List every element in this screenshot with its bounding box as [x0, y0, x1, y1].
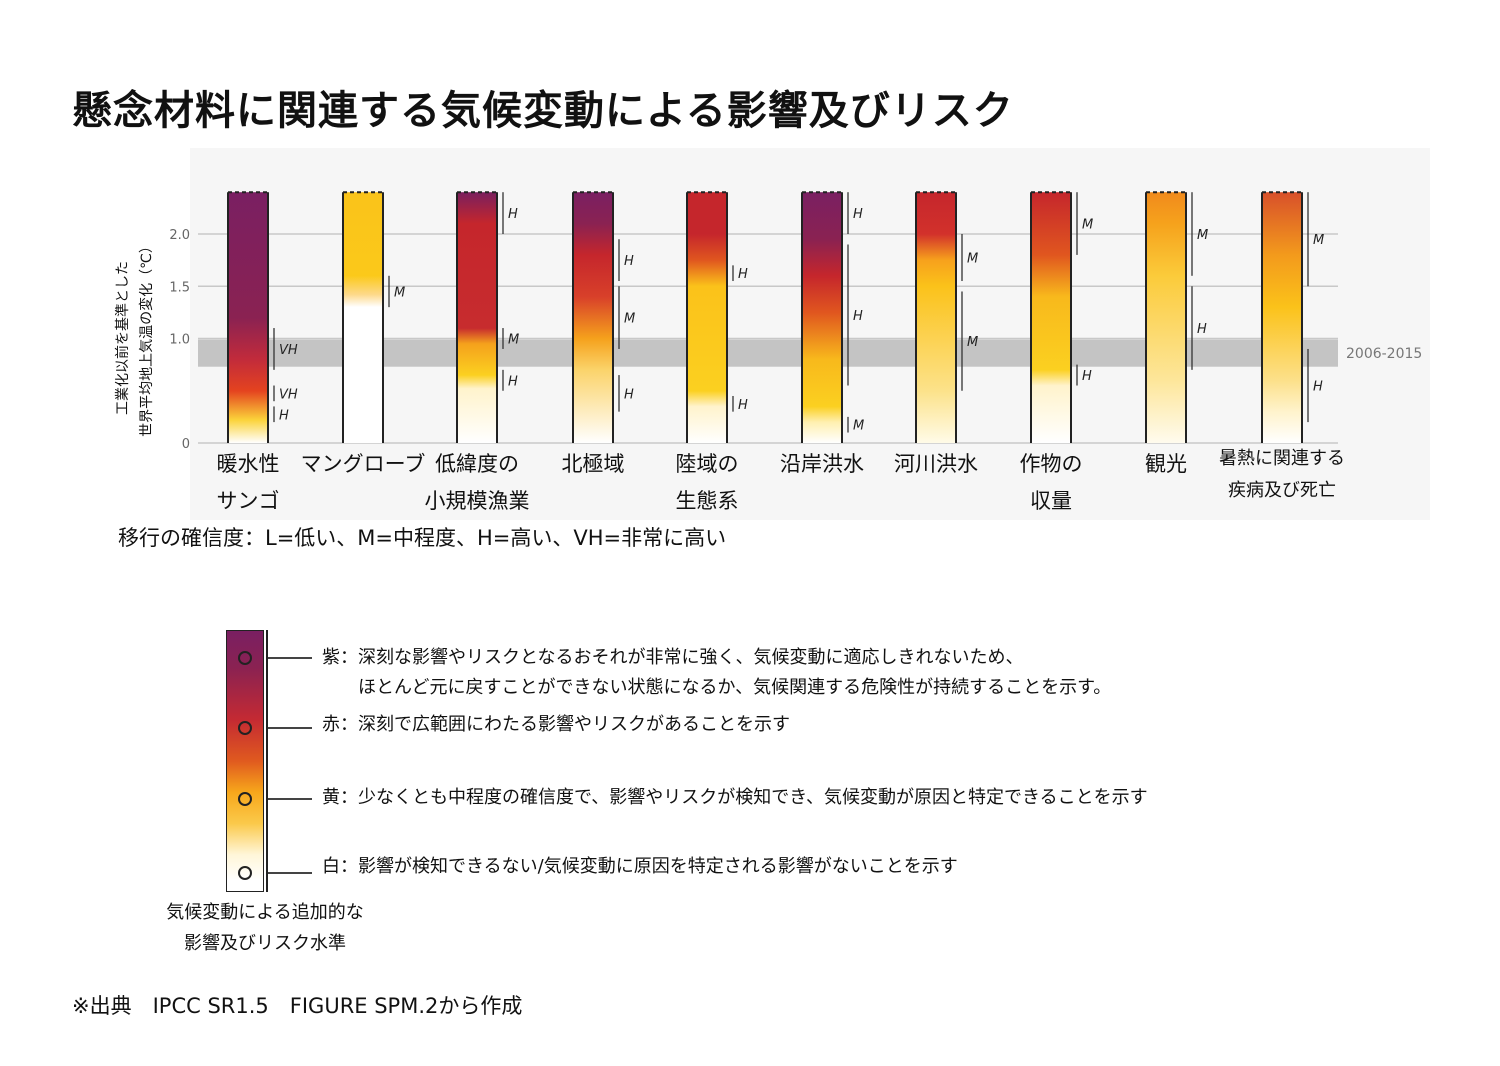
page-title: 懸念材料に関連する気候変動による影響及びリスク	[72, 88, 1014, 134]
y-tick-label: 0	[182, 437, 190, 452]
category-label: 暑熱に関連する 疾病及び死亡	[1219, 448, 1345, 501]
category-label: マングローブ	[300, 452, 426, 476]
y-tick-label: 1.0	[169, 333, 190, 348]
legend-item-line: ほとんど元に戻すことができない状態になるか、気候関連する危険性が持続することを示…	[322, 677, 1112, 698]
y-tick-label: 1.5	[169, 280, 190, 295]
transition-confidence-label: M	[967, 252, 978, 267]
risk-chart: 2006-2015 0 1.0 1.5 2.0 H VH VH M H M H H M H H H M H H M M H M…	[169, 191, 1422, 452]
legend-item-text: 黄：少なくとも中程度の確信度で、影響やリスクが検知でき、気候変動が原因と特定でき…	[322, 783, 1148, 813]
transition-confidence-label: H	[738, 398, 748, 413]
category-label: 北極域	[561, 452, 625, 476]
legend-marker-circle	[238, 721, 252, 735]
reference-band-label: 2006-2015	[1346, 346, 1422, 362]
transition-confidence-label: M	[1313, 233, 1324, 248]
legend-marker-circle	[238, 792, 252, 806]
transition-confidence-label: H	[624, 254, 634, 269]
legend-item-line: 紫：深刻な影響やリスクとなるおそれが非常に強く、気候変動に適応しきれないため、	[322, 647, 1024, 668]
legend-connector-line	[268, 872, 312, 874]
transition-confidence-label: M	[967, 335, 978, 350]
confidence-note: 移行の確信度：L=低い、M=中程度、H=高い、VH=非常に高い	[118, 526, 727, 550]
transition-confidence-label: M	[624, 312, 635, 327]
y-axis-label-line2: 世界平均地上気温の変化（℃）	[139, 239, 155, 437]
risk-bar	[1262, 192, 1302, 443]
category-label: 沿岸洪水	[780, 452, 864, 476]
category-label: 暖水性 サンゴ	[216, 452, 280, 513]
risk-bar	[573, 192, 613, 443]
risk-bar	[687, 192, 727, 443]
risk-bar	[343, 192, 383, 443]
category-label: 観光	[1145, 452, 1187, 476]
transition-confidence-label: M	[1082, 218, 1093, 233]
legend-item-line: 赤：深刻で広範囲にわたる影響やリスクがあることを示す	[322, 714, 790, 735]
legend-item-line: 白：影響が検知できるない/気候変動に原因を特定される影響がないことを示す	[322, 856, 958, 877]
risk-bar	[457, 192, 497, 443]
transition-confidence-label: H	[1313, 380, 1323, 395]
legend-connector-line	[268, 798, 312, 800]
category-label: 陸域の 生態系	[675, 452, 739, 513]
source-note: ※出典 IPCC SR1.5 FIGURE SPM.2から作成	[72, 994, 523, 1018]
y-tick-label: 2.0	[169, 228, 190, 243]
risk-bar	[916, 192, 956, 443]
transition-confidence-label: H	[1197, 322, 1207, 337]
legend-item-line: 黄：少なくとも中程度の確信度で、影響やリスクが検知でき、気候変動が原因と特定でき…	[322, 787, 1148, 808]
transition-confidence-label: M	[1197, 228, 1208, 243]
legend-marker-circle	[238, 866, 252, 880]
legend-connector-line	[268, 727, 312, 729]
risk-bar	[802, 192, 842, 443]
legend-color-bar	[226, 630, 264, 892]
transition-confidence-label: M	[394, 285, 405, 300]
transition-confidence-label: H	[738, 267, 748, 282]
legend-marker-circle	[238, 651, 252, 665]
transition-confidence-label: H	[624, 387, 634, 402]
transition-confidence-label: H	[279, 408, 289, 423]
legend-item-text: 紫：深刻な影響やリスクとなるおそれが非常に強く、気候変動に適応しきれないため、 …	[322, 643, 1111, 703]
category-label: 低緯度の 小規模漁業	[424, 452, 530, 513]
transition-confidence-label: M	[508, 333, 519, 348]
transition-confidence-label: H	[853, 207, 863, 222]
legend-item-text: 白：影響が検知できるない/気候変動に原因を特定される影響がないことを示す	[322, 852, 958, 882]
legend-caption: 気候変動による追加的な 影響及びリスク水準	[166, 902, 364, 954]
transition-confidence-label: H	[508, 207, 518, 222]
transition-confidence-label: VH	[279, 343, 298, 358]
legend-axis-line	[266, 630, 268, 892]
risk-bar	[1146, 192, 1186, 443]
transition-confidence-label: H	[853, 309, 863, 324]
risk-bar	[228, 192, 268, 443]
category-label: 河川洪水	[894, 452, 978, 476]
risk-bar	[1031, 192, 1071, 443]
transition-confidence-label: H	[508, 374, 518, 389]
transition-confidence-label: M	[853, 419, 864, 434]
legend-item-text: 赤：深刻で広範囲にわたる影響やリスクがあることを示す	[322, 710, 790, 740]
category-label: 作物の 収量	[1019, 452, 1083, 513]
y-axis-label-line1: 工業化以前を基準とした	[115, 261, 131, 416]
legend-connector-line	[268, 657, 312, 659]
transition-confidence-label: VH	[279, 387, 298, 402]
transition-confidence-label: H	[1082, 369, 1092, 384]
